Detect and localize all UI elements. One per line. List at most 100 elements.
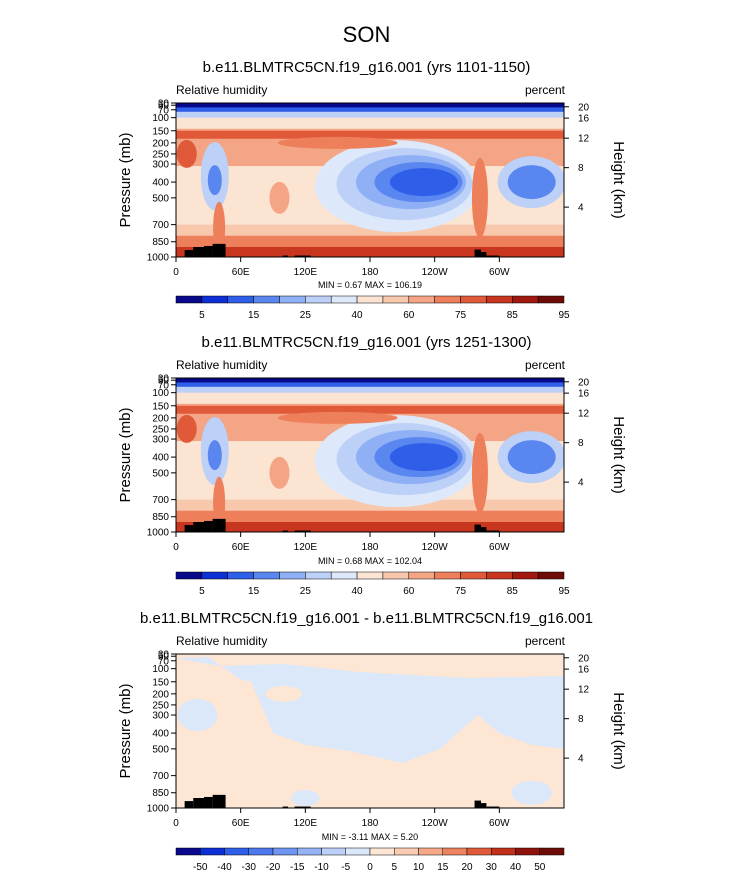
y-axis-label: Pressure (mb) [117, 683, 134, 778]
y-tick-label: 300 [152, 711, 169, 722]
y-tick-label: 250 [152, 424, 169, 435]
colorbar-segment [279, 571, 306, 580]
topography-block [184, 801, 194, 808]
y-right-tick-label: 12 [578, 685, 590, 696]
surface-band [176, 522, 564, 532]
y-right-tick-label: 12 [578, 409, 590, 420]
x-tick-label: 60W [489, 542, 510, 553]
topography-block [204, 796, 213, 808]
colorbar-label: 75 [455, 310, 467, 321]
moist-plume-2 [269, 456, 290, 489]
colorbar-label: 25 [300, 586, 312, 597]
y-axis-right-label: Height (km) [610, 141, 627, 219]
dry-region-west-core [507, 165, 556, 200]
colorbar-label: -5 [341, 862, 350, 873]
colorbar-segment [491, 847, 516, 856]
y-tick-label: 200 [152, 413, 169, 424]
upper-moist-streak [277, 136, 398, 149]
moist-plume-2 [269, 181, 290, 214]
colorbar-segment [248, 847, 274, 856]
topography-block [212, 518, 226, 532]
topography-block [474, 524, 482, 532]
panel-2-title: b.e11.BLMTRC5CN.f19_g16.001 (yrs 1251-13… [201, 334, 532, 351]
x-tick-label: 60E [232, 267, 250, 278]
y-tick-label: 500 [152, 468, 169, 479]
colorbar-label: 95 [558, 586, 570, 597]
y-axis-label: Pressure (mb) [117, 407, 134, 502]
y-axis-right-label: Height (km) [610, 692, 627, 770]
dry-region-core [389, 168, 458, 197]
strat-band-2 [176, 378, 564, 387]
y-tick-label: 100 [152, 113, 169, 124]
colorbar-label: 40 [510, 862, 522, 873]
colorbar-segment [512, 295, 539, 304]
colorbar-label: 85 [507, 310, 519, 321]
y-tick-label: 50 [158, 101, 170, 112]
y-right-tick-label: 20 [578, 102, 590, 113]
negative-region [176, 657, 564, 763]
x-tick-label: 180 [362, 267, 379, 278]
colorbar-segment [345, 847, 371, 856]
y-right-tick-label: 16 [578, 665, 590, 676]
colorbar-label: -20 [266, 862, 281, 873]
surface-band [176, 247, 564, 257]
x-tick-label: 120W [422, 818, 449, 829]
colorbar-segment [486, 571, 513, 580]
colorbar-label: -50 [193, 862, 208, 873]
colorbar-label: 40 [352, 586, 364, 597]
y-right-tick-label: 20 [578, 653, 590, 664]
y-tick-label: 200 [152, 689, 169, 700]
y-tick-label: 70 [158, 105, 170, 116]
x-tick-label: 0 [173, 542, 179, 553]
y-tick-label: 50 [158, 376, 170, 387]
colorbar-label: 5 [391, 862, 397, 873]
y-axis-label: Pressure (mb) [117, 132, 134, 227]
panel-2-variable-label: Relative humidity [176, 358, 268, 372]
y-tick-label: 400 [152, 178, 169, 189]
topography-block [204, 520, 213, 532]
x-tick-label: 120E [294, 267, 318, 278]
colorbar-label: 15 [248, 586, 260, 597]
colorbar-segment [486, 295, 513, 304]
colorbar-segment [321, 847, 346, 856]
y-right-tick-label: 16 [578, 114, 590, 125]
colorbar-label: 40 [352, 310, 364, 321]
y-tick-label: 100 [152, 664, 169, 675]
panel-1-topography [184, 243, 500, 257]
topography-block [486, 530, 500, 532]
topography-block [193, 522, 205, 532]
y-tick-label: 300 [152, 160, 169, 171]
y-right-tick-label: 8 [578, 438, 584, 449]
colorbar-segment [537, 571, 565, 580]
colorbar-label: 75 [455, 586, 467, 597]
y-tick-label: 300 [152, 435, 169, 446]
colorbar-segment [382, 295, 410, 304]
moist-plume-3 [471, 157, 488, 238]
y-tick-label: 700 [152, 495, 169, 506]
dry-cell-east-core [207, 440, 222, 471]
colorbar-segment [382, 571, 410, 580]
panel-3: 3050701001502002503004005007008501000201… [117, 650, 627, 874]
colorbar-segment [466, 847, 492, 856]
colorbar-label: 85 [507, 586, 519, 597]
panel-2-unit-label: percent [524, 358, 565, 372]
colorbar-label: -15 [290, 862, 305, 873]
y-tick-label: 250 [152, 700, 169, 711]
colorbar-segment [539, 847, 565, 856]
colorbar-label: 15 [437, 862, 449, 873]
positive-patch [265, 685, 302, 702]
y-right-tick-label: 4 [578, 754, 584, 765]
x-tick-label: 120W [422, 267, 449, 278]
colorbar-label: 5 [199, 310, 205, 321]
colorbar-segment [460, 295, 487, 304]
panel-1: 3050701001502002503004005007008501000201… [117, 99, 627, 322]
y-tick-label: 70 [158, 656, 170, 667]
colorbar-segment [201, 571, 228, 580]
topography-block [212, 794, 226, 808]
topography-block [294, 806, 311, 808]
colorbar-label: 20 [461, 862, 473, 873]
colorbar-segment [512, 571, 539, 580]
colorbar-segment [418, 847, 443, 856]
y-tick-label: 850 [152, 788, 169, 799]
